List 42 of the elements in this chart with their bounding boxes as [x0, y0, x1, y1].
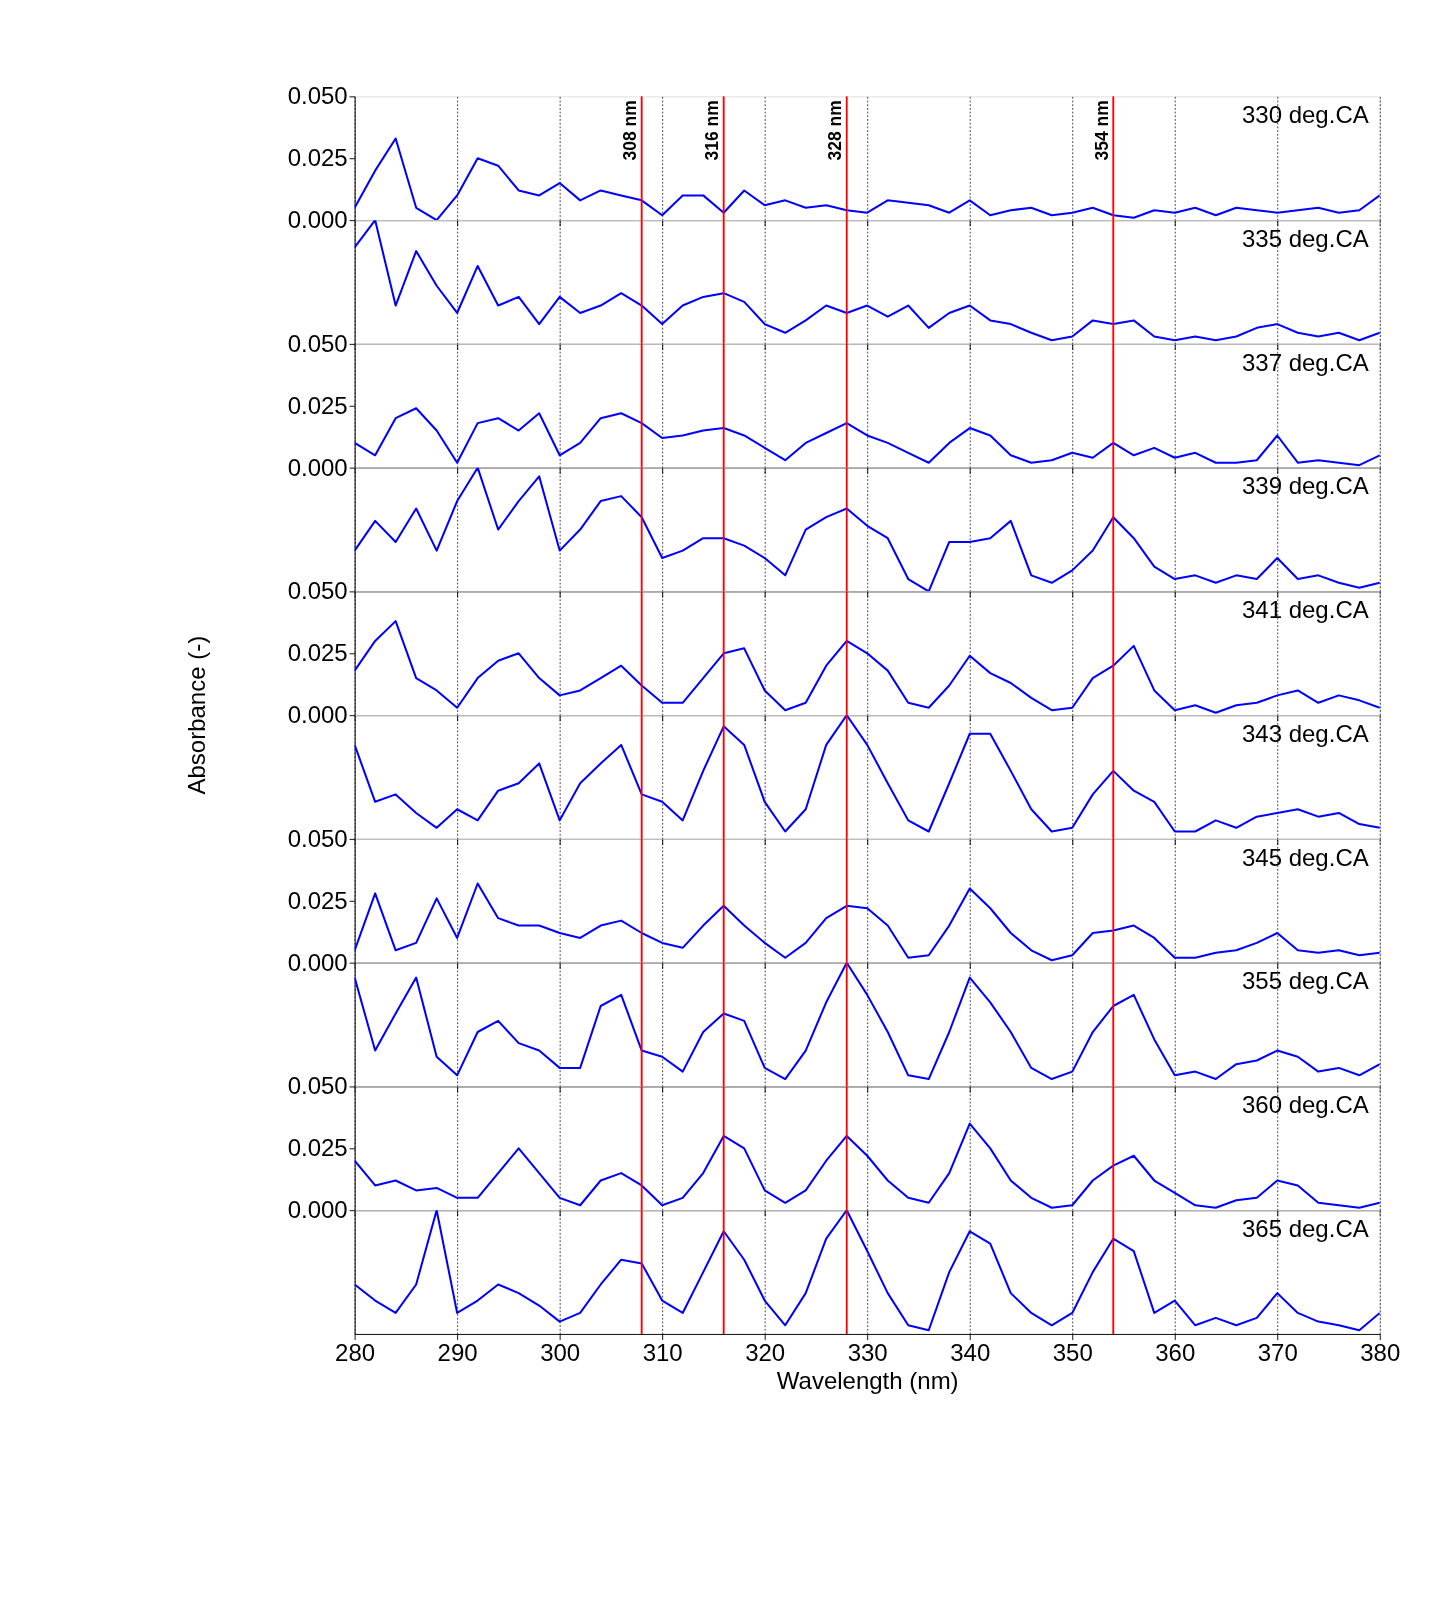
- y-tick-label: 0.000: [287, 701, 348, 729]
- x-tick-label: 320: [745, 1339, 786, 1367]
- y-tick-label: 0.050: [287, 1072, 348, 1100]
- x-tick-label: 280: [335, 1339, 376, 1367]
- y-tick-label: 0.025: [287, 639, 348, 667]
- chart-title: 337 deg.CA: [1241, 348, 1369, 376]
- x-tick-label: 330: [847, 1339, 888, 1367]
- chart-title: 365 deg.CA: [1241, 1215, 1369, 1242]
- chart-title: 335 deg.CA: [1241, 224, 1369, 252]
- chart-title: 345 deg.CA: [1241, 843, 1369, 871]
- y-tick-label: 0.050: [287, 82, 348, 110]
- ref-line-label: 328 nm: [825, 100, 846, 161]
- x-tick-label: 300: [540, 1339, 581, 1367]
- chart-title: 339 deg.CA: [1241, 472, 1369, 500]
- y-tick-label: 0.000: [287, 1196, 348, 1224]
- y-tick-label: 0.025: [287, 391, 348, 419]
- y-tick-label: 0.050: [287, 824, 348, 852]
- chart-title: 341 deg.CA: [1241, 596, 1369, 624]
- y-tick-label: 0.000: [287, 453, 348, 481]
- ref-line-label: 354 nm: [1091, 100, 1112, 161]
- ref-line-label: 308 nm: [620, 100, 641, 161]
- x-tick-label: 350: [1052, 1339, 1093, 1367]
- y-tick-label: 0.025: [287, 886, 348, 914]
- x-axis-title: Wavelength (nm): [776, 1366, 959, 1394]
- y-tick-label: 0.025: [287, 144, 348, 172]
- y-tick-label: 0.000: [287, 948, 348, 976]
- x-tick-label: 340: [950, 1339, 991, 1367]
- chart-title: 330 deg.CA: [1241, 101, 1369, 129]
- x-tick-label: 380: [1360, 1339, 1401, 1367]
- ref-line-label: 316 nm: [702, 100, 723, 161]
- chart-title: 355 deg.CA: [1241, 967, 1369, 995]
- x-tick-label: 370: [1257, 1339, 1298, 1367]
- y-tick-label: 0.050: [287, 577, 348, 605]
- chart-title: 343 deg.CA: [1241, 719, 1369, 747]
- y-tick-label: 0.000: [287, 206, 348, 233]
- y-axis-title: Absorbance (-): [183, 635, 211, 795]
- y-tick-label: 0.050: [287, 329, 348, 357]
- x-tick-label: 290: [437, 1339, 478, 1367]
- y-tick-label: 0.025: [287, 1134, 348, 1162]
- chart-title: 360 deg.CA: [1241, 1091, 1369, 1119]
- x-tick-label: 360: [1155, 1339, 1196, 1367]
- x-tick-label: 310: [642, 1339, 683, 1367]
